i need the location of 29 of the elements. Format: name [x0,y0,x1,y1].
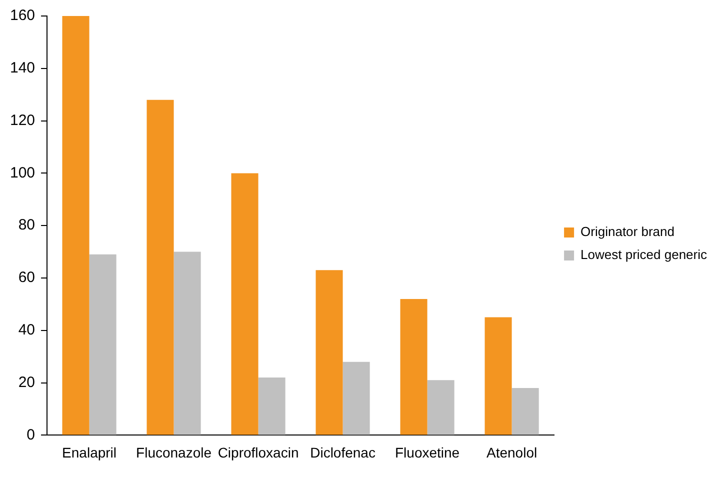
bar [89,254,116,435]
y-tick-label: 80 [18,216,36,234]
y-tick-label: 40 [18,322,36,339]
bar [484,317,512,435]
y-tick-label: 120 [10,112,36,129]
y-tick-label: 100 [10,164,36,182]
bar [231,173,258,435]
x-tick-label: Fluconazole [136,444,212,460]
x-tick-label: Ciprofloxacin [218,444,299,460]
bar [174,252,201,435]
bar [427,380,454,435]
bar [62,16,90,435]
bar [316,270,343,435]
bar [146,100,174,435]
bar [400,298,428,435]
legend-label: Lowest priced generic [580,247,708,262]
y-tick-label: 20 [18,374,36,391]
legend-label: Originator brand [580,224,674,240]
x-tick-label: Enalapril [62,444,117,460]
x-tick-label: Atenolol [486,444,538,460]
x-tick-label: Diclofenac [310,444,376,460]
y-tick-label: 0 [26,426,36,444]
bar [258,378,286,435]
bar [342,362,370,435]
y-tick-label: 160 [10,7,36,24]
y-tick-label: 60 [18,269,36,286]
bar [512,388,539,435]
x-tick-label: Fluoxetine [394,444,460,460]
y-tick-label: 140 [10,60,36,77]
